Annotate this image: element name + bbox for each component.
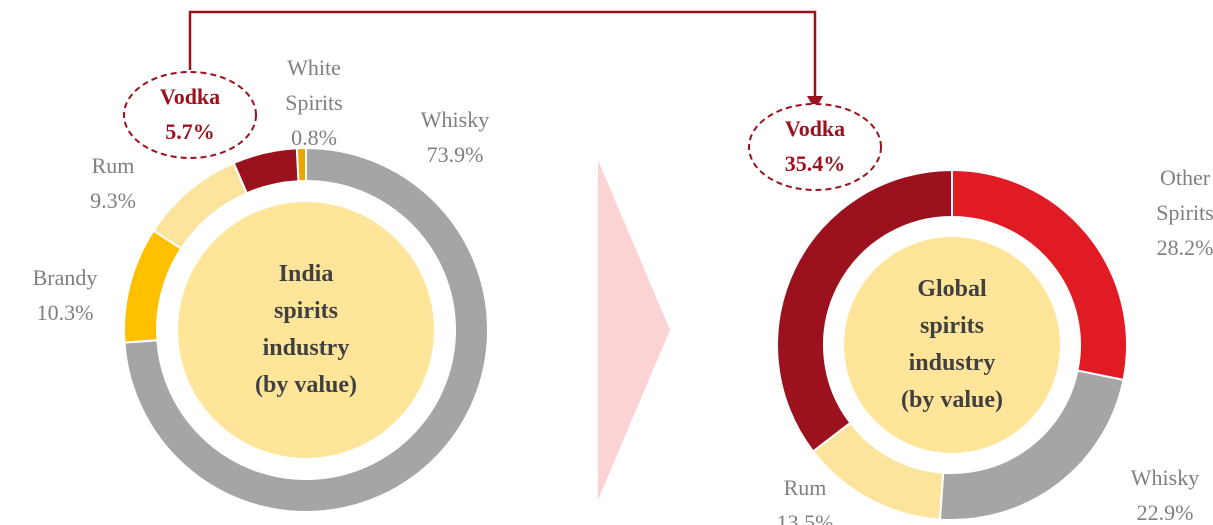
value-label: 28.2% — [1156, 235, 1213, 260]
data-label: White Spirits 0.8% — [264, 50, 364, 155]
value-label: 13.5% — [776, 510, 834, 525]
donut-center — [844, 237, 1060, 453]
data-label: Vodka 5.7% — [135, 79, 245, 149]
donut-segment — [776, 168, 953, 453]
category-label: Vodka — [159, 84, 221, 109]
category-label: Brandy — [32, 265, 98, 290]
center-line: industry — [908, 350, 996, 376]
donut-segment — [295, 146, 307, 183]
center-line: spirits — [273, 298, 338, 324]
category-label: Rum — [783, 475, 827, 500]
value-label: 5.7% — [165, 119, 215, 144]
donut-center — [178, 202, 434, 458]
donut-segment — [123, 229, 183, 344]
value-label: 9.3% — [90, 188, 136, 213]
highlight-ring — [748, 103, 882, 191]
center-text: Global spirits industry (by value) — [842, 271, 1062, 419]
value-label: 35.4% — [784, 151, 846, 176]
category-label: Rum — [91, 153, 135, 178]
value-label: 10.3% — [36, 300, 94, 325]
center-line: Global — [917, 276, 987, 302]
highlight-ring — [123, 71, 257, 159]
category-label: Whisky — [420, 107, 490, 132]
center-line: spirits — [919, 313, 984, 339]
data-label: Whisky 22.9% — [1115, 460, 1213, 525]
category-label: White Spirits — [285, 55, 343, 115]
data-label: Vodka 35.4% — [760, 111, 870, 181]
connector — [188, 10, 817, 98]
category-label: Whisky — [1130, 465, 1200, 490]
center-line: India — [278, 261, 334, 287]
data-label: Other Spirits 28.2% — [1135, 160, 1213, 265]
data-label: Rum 13.5% — [760, 470, 850, 525]
center-line: industry — [262, 335, 350, 361]
category-label: Other Spirits — [1156, 165, 1213, 225]
transition-arrow — [598, 160, 670, 500]
center-line: (by value) — [901, 387, 1003, 413]
donut-segment — [123, 146, 489, 513]
center-line: (by value) — [255, 372, 357, 398]
connector-head — [807, 96, 823, 110]
data-label: Brandy 10.3% — [15, 260, 115, 330]
value-label: 73.9% — [426, 142, 484, 167]
value-label: 0.8% — [291, 125, 337, 150]
category-label: Vodka — [784, 116, 846, 141]
value-label: 22.9% — [1136, 500, 1194, 525]
center-text: India spirits industry (by value) — [196, 256, 416, 404]
data-label: Rum 9.3% — [73, 148, 153, 218]
data-label: Whisky 73.9% — [400, 102, 510, 172]
